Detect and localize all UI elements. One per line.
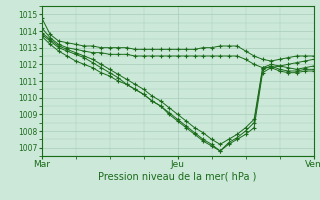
X-axis label: Pression niveau de la mer( hPa ): Pression niveau de la mer( hPa ) — [99, 172, 257, 182]
